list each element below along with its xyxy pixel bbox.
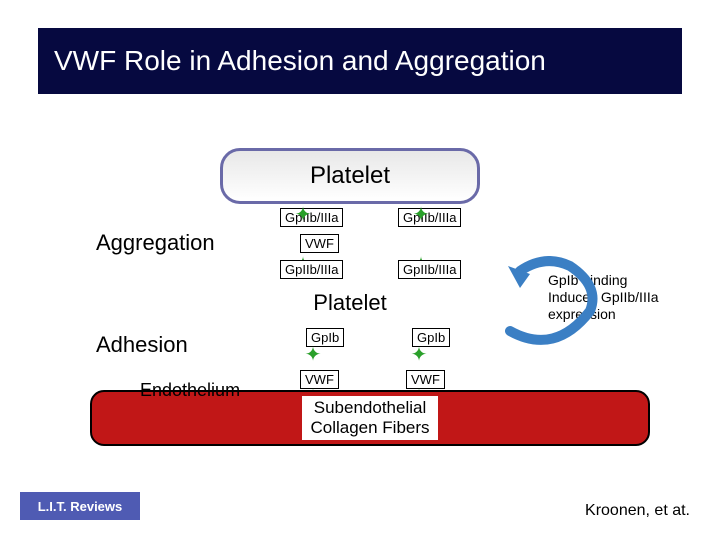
platelet-mid-label: Platelet bbox=[313, 290, 386, 316]
subendothelial-label: Subendothelial Collagen Fibers bbox=[302, 396, 437, 439]
page-title: VWF Role in Adhesion and Aggregation bbox=[54, 45, 546, 77]
star-icon: ✦ bbox=[304, 346, 322, 364]
gp-mid-left: GpIIb/IIIa bbox=[280, 260, 343, 279]
gp-mid-right: GpIIb/IIIa bbox=[398, 260, 461, 279]
footer-left-text: L.I.T. Reviews bbox=[38, 499, 123, 514]
arrow-icon bbox=[500, 256, 610, 346]
platelet-top: Platelet bbox=[220, 148, 480, 204]
star-icon: ✦ bbox=[410, 346, 428, 364]
vwf-mid: VWF bbox=[300, 234, 339, 253]
footer-citation: Kroonen, et at. bbox=[585, 502, 690, 520]
platelet-top-label: Platelet bbox=[310, 162, 390, 190]
footer-left-badge: L.I.T. Reviews bbox=[20, 492, 140, 520]
endothelium-label: Endothelium bbox=[140, 380, 240, 401]
platelet-mid: Platelet bbox=[240, 280, 460, 326]
adhesion-label: Adhesion bbox=[96, 332, 188, 358]
star-icon: ✦ bbox=[294, 206, 312, 224]
title-bar: VWF Role in Adhesion and Aggregation bbox=[38, 28, 682, 94]
star-icon: ✦ bbox=[412, 206, 430, 224]
aggregation-label: Aggregation bbox=[96, 230, 215, 256]
